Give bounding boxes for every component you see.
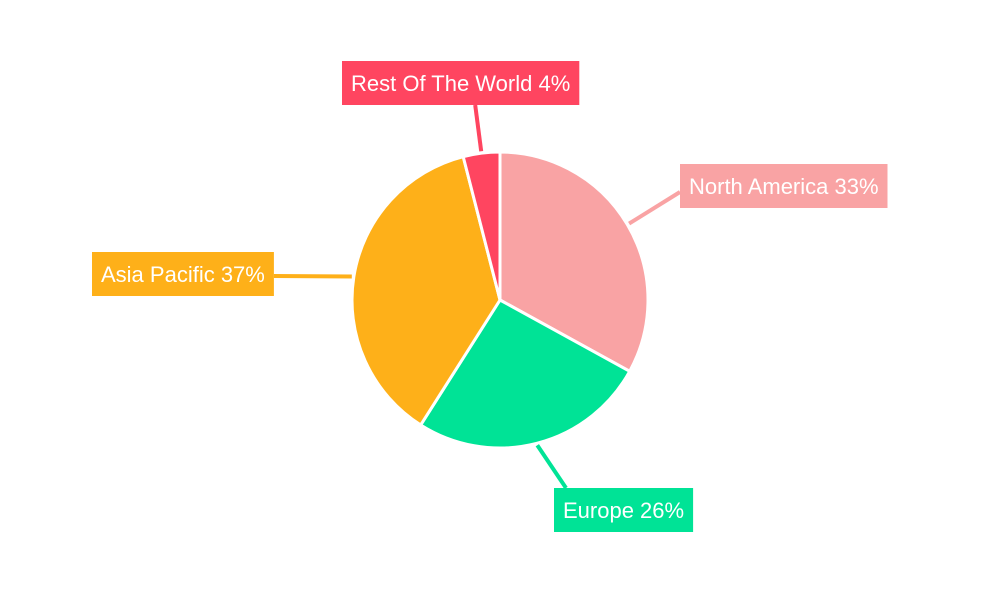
labels-layer: North America 33% Europe 26% Asia Pacific … [92, 61, 888, 532]
slice-label-text: Asia Pacific 37% [101, 262, 265, 287]
leader-lines-layer [273, 104, 682, 490]
leader-line-rest-of-the-world [473, 104, 484, 152]
slices-layer [350, 150, 650, 450]
slice-label-box [680, 164, 888, 208]
slice-label-box [554, 488, 694, 532]
pie-slice-asia-pacific[interactable] [350, 155, 502, 427]
slice-label-asia-pacific: Asia Pacific 37% [92, 252, 274, 296]
slice-label-europe: Europe 26% [554, 488, 694, 532]
slice-label-rest-of-the-world: Rest Of The World 4% [342, 61, 580, 105]
pie-slice-north-america[interactable] [498, 150, 650, 373]
pie-slice-rest-of-the-world[interactable] [461, 150, 502, 302]
slice-label-box [342, 61, 580, 105]
slice-label-box [92, 252, 274, 296]
slice-label-text: North America 33% [689, 174, 879, 199]
slice-label-text: Europe 26% [563, 498, 684, 523]
leader-line-north-america [628, 190, 682, 226]
leader-line-europe [535, 444, 568, 490]
slice-label-text: Rest Of The World 4% [351, 71, 570, 96]
pie-slice-europe[interactable] [419, 298, 632, 450]
slice-label-north-america: North America 33% [680, 164, 888, 208]
leader-line-asia-pacific [273, 274, 352, 279]
